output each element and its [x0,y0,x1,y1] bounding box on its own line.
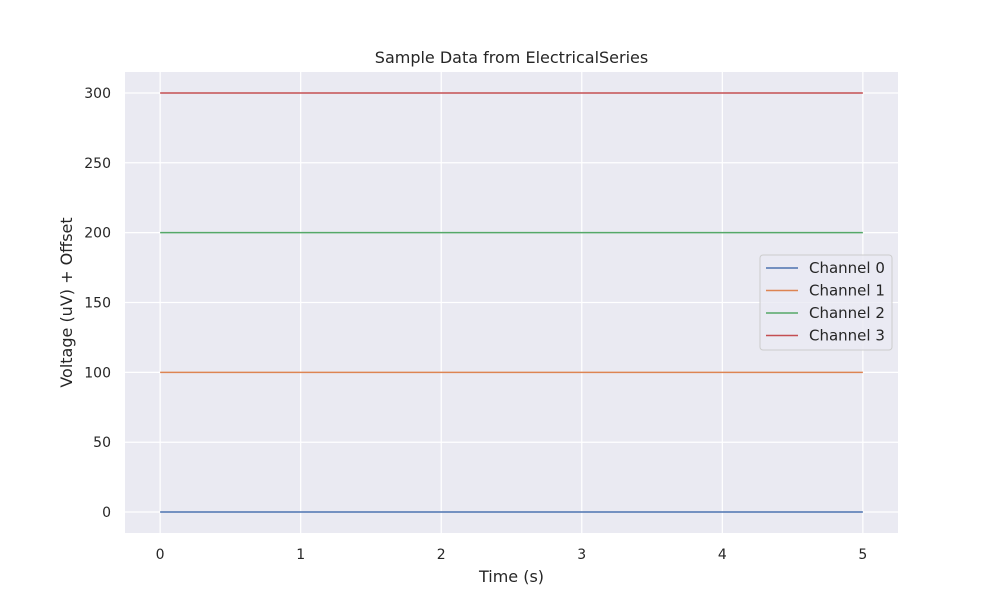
x-axis-label: Time (s) [478,567,544,586]
y-tick-label: 200 [84,226,111,242]
legend: Channel 0 Channel 1 Channel 2 Channel 3 [759,254,893,351]
legend-label: Channel 3 [809,327,885,345]
x-tick-label: 2 [437,547,446,563]
y-tick-label: 100 [84,365,111,381]
y-axis-label: Voltage (uV) + Offset [57,217,76,387]
legend-label: Channel 2 [809,304,885,322]
series-lines [160,92,863,513]
legend-box [759,254,893,351]
x-tick-label: 0 [156,547,165,563]
y-tick-label: 50 [93,435,111,451]
y-tick-label: 250 [84,156,111,172]
y-tick-label: 0 [102,505,111,521]
x-tick-label: 5 [858,547,867,563]
y-tick-label: 150 [84,296,111,312]
y-tick-label: 300 [84,86,111,102]
legend-label: Channel 0 [809,259,885,277]
chart-title: Sample Data from ElectricalSeries [375,48,648,67]
x-tick-label: 1 [296,547,305,563]
x-tick-label: 4 [718,547,727,563]
x-tick-label: 3 [577,547,586,563]
legend-label: Channel 1 [809,282,885,300]
